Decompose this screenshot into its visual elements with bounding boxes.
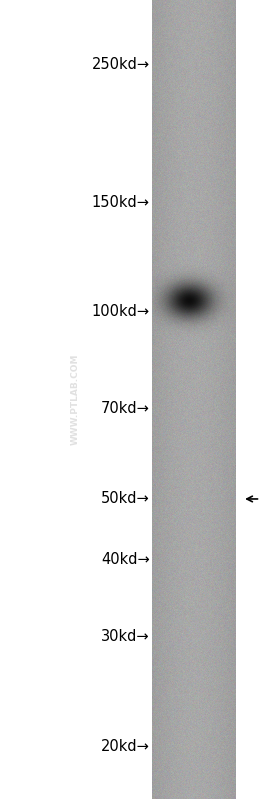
Text: 30kd→: 30kd→	[101, 630, 150, 645]
Text: 50kd→: 50kd→	[101, 491, 150, 507]
Text: 100kd→: 100kd→	[92, 304, 150, 319]
Text: 250kd→: 250kd→	[92, 57, 150, 72]
Text: WWW.PTLAB.COM: WWW.PTLAB.COM	[71, 354, 80, 445]
Text: 150kd→: 150kd→	[92, 195, 150, 209]
Text: 40kd→: 40kd→	[101, 552, 150, 566]
Text: 20kd→: 20kd→	[101, 739, 150, 754]
Text: 70kd→: 70kd→	[101, 400, 150, 415]
